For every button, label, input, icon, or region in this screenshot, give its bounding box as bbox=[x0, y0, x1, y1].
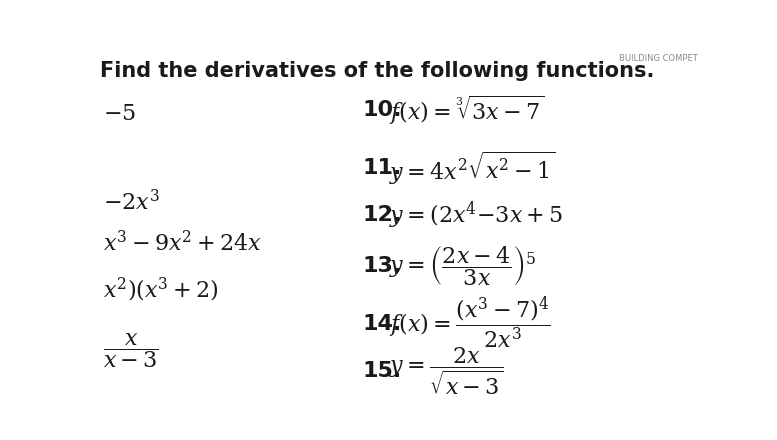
Text: Find the derivatives of the following functions.: Find the derivatives of the following fu… bbox=[100, 61, 654, 81]
Text: 13.: 13. bbox=[362, 256, 402, 276]
Text: $y = (2x^4{-}3x + 5$: $y = (2x^4{-}3x + 5$ bbox=[389, 200, 563, 231]
Text: $f(x) = \dfrac{(x^3-7)^4}{2x^3}$: $f(x) = \dfrac{(x^3-7)^4}{2x^3}$ bbox=[389, 295, 551, 352]
Text: 14.: 14. bbox=[362, 314, 402, 334]
Text: $f(x) = \sqrt[3]{3x - 7}$: $f(x) = \sqrt[3]{3x - 7}$ bbox=[389, 94, 545, 127]
Text: 11.: 11. bbox=[362, 158, 402, 178]
Text: 10.: 10. bbox=[362, 100, 402, 121]
Text: $y = 4x^2\sqrt{x^2 - 1}$: $y = 4x^2\sqrt{x^2 - 1}$ bbox=[389, 149, 556, 187]
Text: 12.: 12. bbox=[362, 205, 402, 225]
Text: $y = \left(\dfrac{2x-4}{3x}\right)^5$: $y = \left(\dfrac{2x-4}{3x}\right)^5$ bbox=[389, 244, 537, 288]
Text: $-5$: $-5$ bbox=[103, 104, 136, 124]
Text: $\dfrac{x}{x-3}$: $\dfrac{x}{x-3}$ bbox=[103, 331, 159, 370]
Text: $-2x^3$: $-2x^3$ bbox=[103, 189, 160, 214]
Text: $y = \dfrac{2x}{\sqrt{x-3}}$: $y = \dfrac{2x}{\sqrt{x-3}}$ bbox=[389, 345, 503, 397]
Text: 15.: 15. bbox=[362, 361, 402, 381]
Text: BUILDING COMPET: BUILDING COMPET bbox=[619, 55, 698, 63]
Text: $x^2)(x^3 + 2)$: $x^2)(x^3 + 2)$ bbox=[103, 276, 219, 304]
Text: $x^3 - 9x^2 + 24x$: $x^3 - 9x^2 + 24x$ bbox=[103, 230, 262, 255]
